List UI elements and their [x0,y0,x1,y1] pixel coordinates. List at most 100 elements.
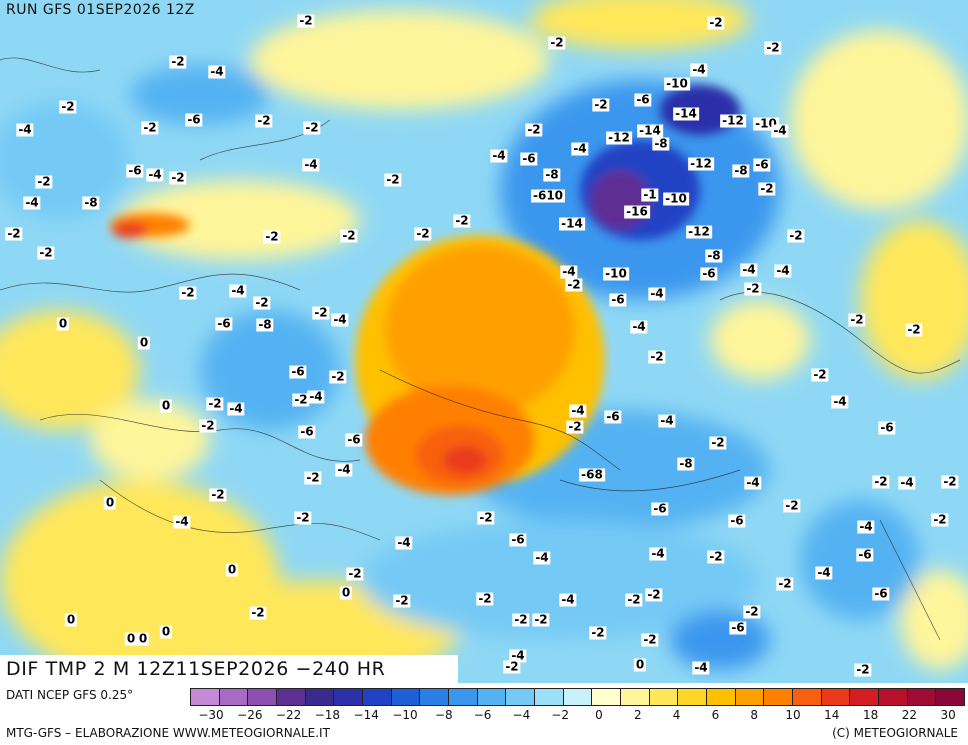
contour-label: -12 [688,156,714,171]
contour-label: -4 [571,141,589,156]
contour-label: -14 [559,216,585,231]
contour-label: -4 [630,319,648,334]
legend-swatch [363,689,392,705]
contour-label: -6 [345,432,363,447]
contour-label: -2 [59,99,77,114]
legend-tick-label: 18 [862,708,879,722]
contour-label: -2 [292,392,310,407]
credit-left: MTG-GFS – ELABORAZIONE WWW.METEOGIORNALE… [6,726,330,740]
legend-swatch [793,689,822,705]
contour-label: -2 [854,662,872,677]
contour-label: -6 [729,620,747,635]
contour-label: -2 [340,228,358,243]
contour-label: -2 [253,295,271,310]
contour-label: -2 [414,226,432,241]
contour-label: 0 [339,585,353,600]
contour-label: -4 [533,550,551,565]
contour-label: -2 [35,174,53,189]
contour-label: -2 [848,312,866,327]
contour-label: 0 [137,335,151,350]
legend-tick-label: −6 [473,708,492,722]
contour-label: -4 [302,157,320,172]
contour-label: -4 [648,286,666,301]
contour-label: -6 [753,157,771,172]
contour-label: -8 [732,163,750,178]
legend-swatch [334,689,364,705]
contour-label: -2 [255,113,273,128]
contour-label: -6 [298,424,316,439]
legend-swatch [907,689,937,705]
contour-label: -4 [331,312,349,327]
legend-tick-label: −10 [392,708,418,722]
contour-label: -2 [206,396,224,411]
contour-label: -2 [872,474,890,489]
contour-label: -4 [229,283,247,298]
contour-label: -4 [395,535,413,550]
contour-label: -2 [709,435,727,450]
legend-tick-label: 22 [901,708,918,722]
contour-label: -6 [728,513,746,528]
contour-label: -8 [256,317,274,332]
contour-label: -4 [569,403,587,418]
contour-label: -14 [637,123,663,138]
contour-label: -2 [169,170,187,185]
contour-label: -2 [625,592,643,607]
contour-label: -2 [566,419,584,434]
contour-label: -2 [294,510,312,525]
contour-label: -2 [179,285,197,300]
legend-swatch [678,689,708,705]
legend-tick-label: −2 [551,708,570,722]
legend-swatch [621,689,650,705]
contour-label: -4 [774,263,792,278]
contour-label: -6 [185,112,203,127]
contour-label: 0 [633,657,647,672]
contour-label: -4 [740,262,758,277]
legend-swatch [850,689,880,705]
legend-swatch [219,689,249,705]
contour-label: -8 [705,248,723,263]
contour-label: -2 [905,322,923,337]
map-title: DIF TMP 2 M 12Z11SEP2026 −240 HR [0,655,458,683]
contour-label: -2 [743,604,761,619]
contour-label: -6 [126,163,144,178]
contour-label: -2 [303,120,321,135]
contour-label: -2 [209,487,227,502]
contour-label: -2 [477,510,495,525]
contour-label: -68 [579,467,605,482]
contour-label: -2 [512,612,530,627]
contour-label: -4 [658,413,676,428]
legend-tick-label: 8 [750,708,759,722]
contour-label: -2 [931,512,949,527]
run-header: RUN GFS 01SEP2026 12Z [6,2,195,18]
contour-label: -2 [532,612,550,627]
legend-swatch [563,689,593,705]
contour-label: 0 [103,495,117,510]
contour-label: -2 [503,659,521,674]
contour-label: -6 [856,547,874,562]
contour-label: -8 [652,136,670,151]
contour-label: -2 [453,213,471,228]
contour-label: -4 [23,195,41,210]
contour-label: -2 [641,632,659,647]
contour-label: -2 [783,498,801,513]
legend-swatch [707,689,736,705]
map-field [0,0,968,683]
contour-label: -2 [565,277,583,292]
contour-label: -10 [664,76,690,91]
legend-tick-label: 4 [672,708,681,722]
contour-label: -4 [649,546,667,561]
contour-label: -610 [530,188,566,203]
legend-tick-label: −14 [353,708,379,722]
legend-swatch [735,689,765,705]
contour-label: -14 [673,106,699,121]
contour-label: -4 [16,122,34,137]
contour-label: -4 [208,64,226,79]
contour-label: -2 [476,591,494,606]
contour-label: -4 [560,264,578,279]
legend-swatch [449,689,478,705]
contour-label: -12 [720,113,746,128]
contour-label: -2 [648,349,666,364]
legend-swatch [649,689,679,705]
contour-label: -4 [559,592,577,607]
contour-label: -2 [764,40,782,55]
